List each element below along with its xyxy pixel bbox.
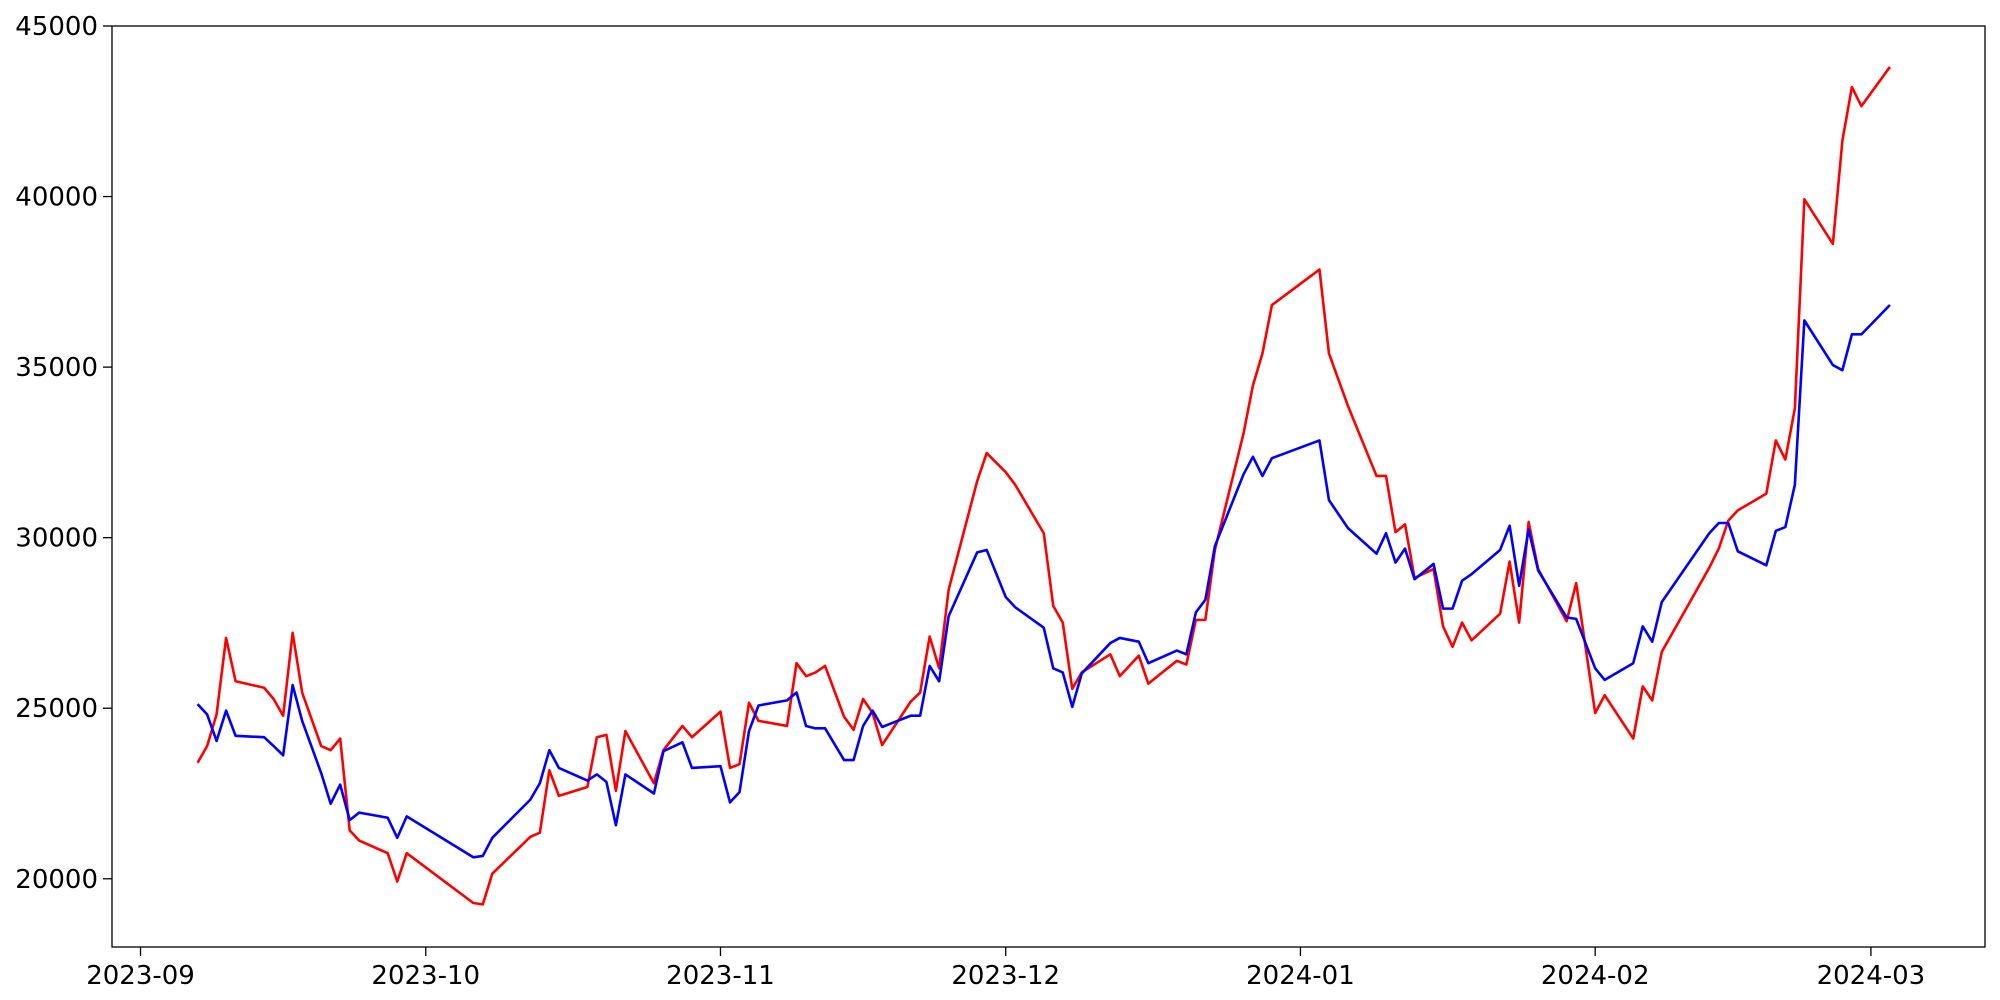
y-tick-label: 45000 [15,12,98,42]
series-line [196,66,1891,906]
y-tick-label: 40000 [15,183,98,213]
series-line [196,304,1891,859]
y-tick-label: 30000 [15,524,98,554]
x-tick-label: 2024-01 [1246,961,1355,991]
x-tick-label: 2023-10 [371,961,480,991]
x-tick-label: 2024-02 [1541,961,1650,991]
y-tick-label: 35000 [15,353,98,383]
plot-frame [111,25,1986,948]
y-tick-label: 25000 [15,694,98,724]
x-tick-label: 2023-09 [86,961,195,991]
x-tick-label: 2023-12 [951,961,1060,991]
x-tick-label: 2024-03 [1817,961,1926,991]
x-tick-label: 2023-11 [666,961,775,991]
y-tick-label: 20000 [15,865,98,895]
